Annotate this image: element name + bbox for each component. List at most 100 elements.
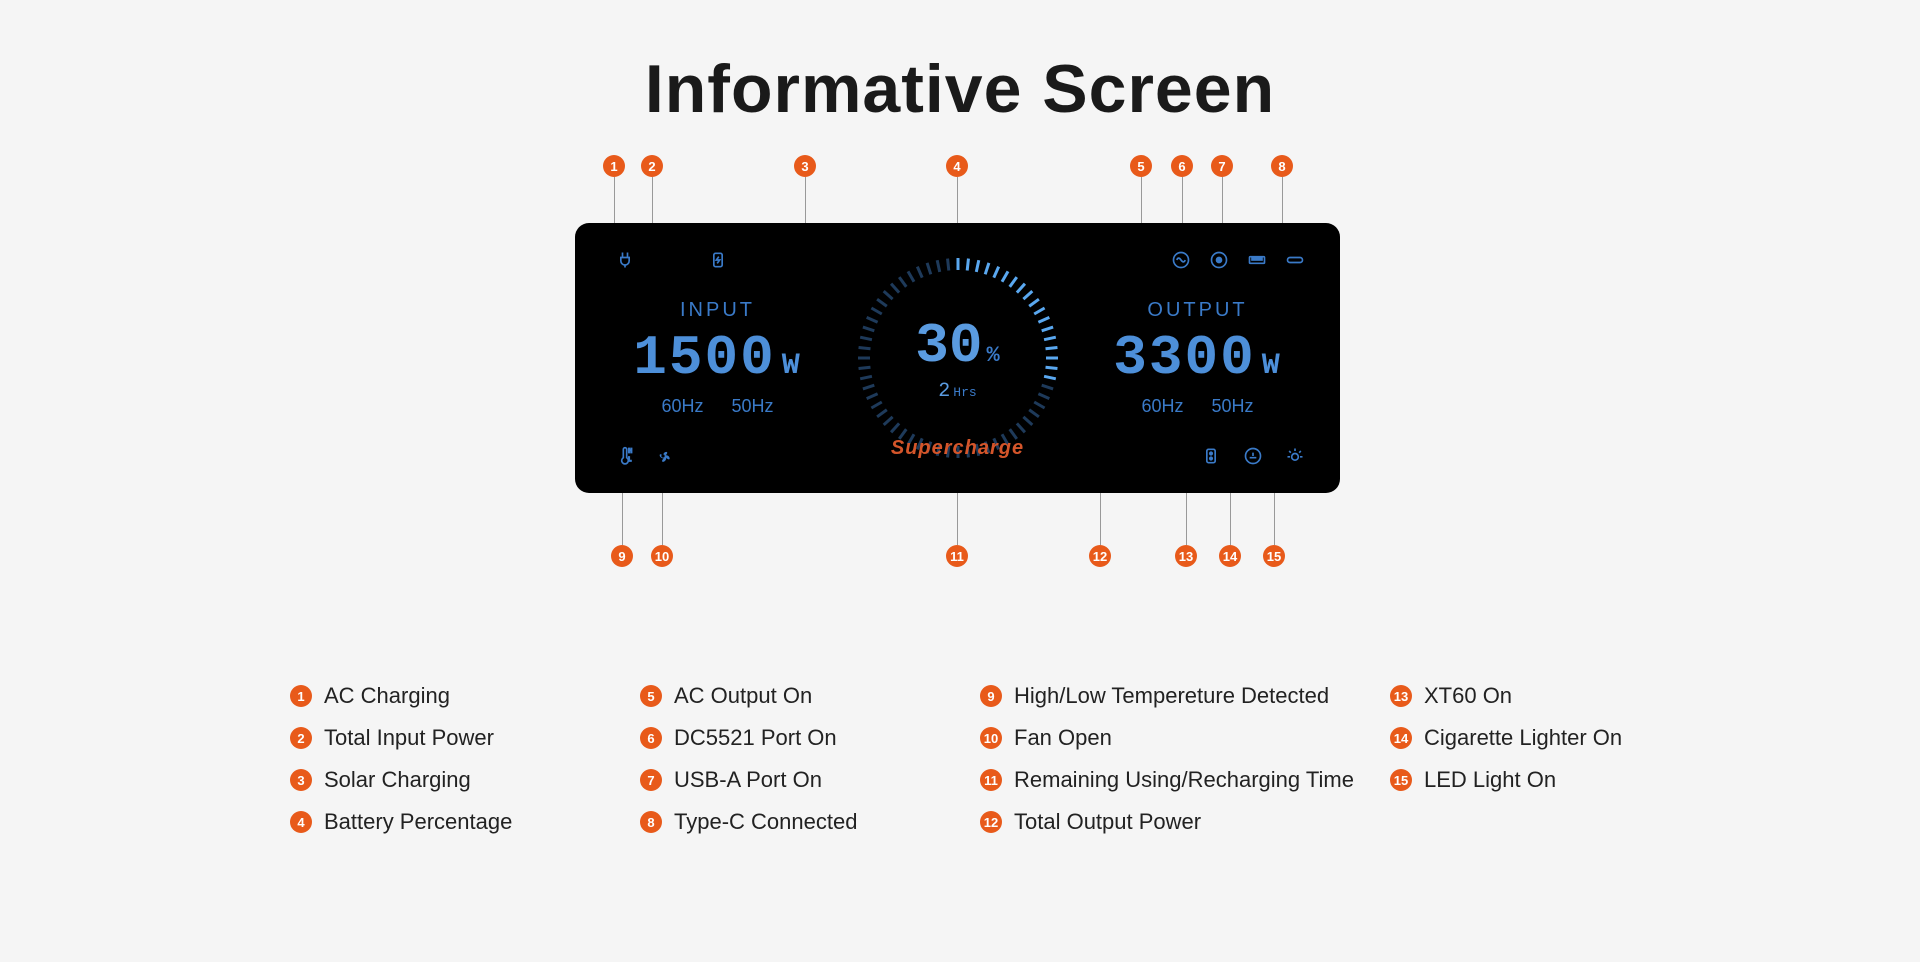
legend-label-1: AC Charging <box>324 683 450 709</box>
led-light-icon <box>1285 446 1305 466</box>
legend-marker-14: 14 <box>1390 727 1412 749</box>
fan-icon <box>653 446 673 466</box>
legend-item-6: 6 DC5521 Port On <box>640 725 950 751</box>
legend-marker-4: 4 <box>290 811 312 833</box>
output-value: 3300W <box>1113 326 1281 390</box>
input-value: 1500W <box>633 326 801 390</box>
marker-2: 2 <box>641 155 663 177</box>
solar-charging-icon <box>708 250 728 270</box>
legend-label-5: AC Output On <box>674 683 812 709</box>
legend-item-15: 15 LED Light On <box>1390 767 1670 793</box>
marker-9: 9 <box>611 545 633 567</box>
callout-7: 7 <box>1211 155 1233 223</box>
legend-label-12: Total Output Power <box>1014 809 1201 835</box>
legend-label-3: Solar Charging <box>324 767 471 793</box>
legend: 1 AC Charging 2 Total Input Power 3 Solar Cha… <box>260 683 1660 835</box>
callout-2: 2 <box>641 155 663 223</box>
svg-text:L: L <box>628 457 631 463</box>
legend-item-3: 3 Solar Charging <box>290 767 610 793</box>
callout-10: 10 <box>651 493 673 567</box>
lcd-screen: INPUT 1500W 60Hz 50Hz HL 30% <box>575 223 1340 493</box>
page-title: Informative Screen <box>180 50 1740 128</box>
ac-charging-icon <box>615 250 635 270</box>
ac-output-icon <box>1171 250 1191 270</box>
legend-item-13: 13 XT60 On <box>1390 683 1670 709</box>
xt60-icon <box>1201 446 1221 466</box>
legend-item-7: 7 USB-A Port On <box>640 767 950 793</box>
marker-11: 11 <box>946 545 968 567</box>
legend-marker-9: 9 <box>980 685 1002 707</box>
callout-1: 1 <box>603 155 625 223</box>
callout-8: 8 <box>1271 155 1293 223</box>
legend-marker-12: 12 <box>980 811 1002 833</box>
legend-marker-13: 13 <box>1390 685 1412 707</box>
legend-label-15: LED Light On <box>1424 767 1556 793</box>
legend-marker-6: 6 <box>640 727 662 749</box>
legend-label-2: Total Input Power <box>324 725 494 751</box>
type-c-icon <box>1285 250 1305 270</box>
svg-text:H: H <box>628 449 632 455</box>
marker-4: 4 <box>946 155 968 177</box>
legend-marker-8: 8 <box>640 811 662 833</box>
legend-label-4: Battery Percentage <box>324 809 512 835</box>
output-freq: 60Hz 50Hz <box>1141 396 1253 417</box>
marker-10: 10 <box>651 545 673 567</box>
legend-marker-11: 11 <box>980 769 1002 791</box>
temperature-icon: HL <box>615 446 635 466</box>
legend-marker-5: 5 <box>640 685 662 707</box>
legend-marker-15: 15 <box>1390 769 1412 791</box>
legend-marker-10: 10 <box>980 727 1002 749</box>
legend-item-12: 12 Total Output Power <box>980 809 1360 835</box>
callout-13: 13 <box>1175 493 1197 567</box>
legend-label-6: DC5521 Port On <box>674 725 837 751</box>
diagram-area: INPUT 1500W 60Hz 50Hz HL 30% <box>460 163 1460 643</box>
legend-item-1: 1 AC Charging <box>290 683 610 709</box>
legend-item-14: 14 Cigarette Lighter On <box>1390 725 1670 751</box>
legend-marker-1: 1 <box>290 685 312 707</box>
marker-14: 14 <box>1219 545 1241 567</box>
callout-9: 9 <box>611 493 633 567</box>
legend-item-10: 10 Fan Open <box>980 725 1360 751</box>
legend-item-2: 2 Total Input Power <box>290 725 610 751</box>
callout-12: 12 <box>1089 493 1111 567</box>
gauge-ticks <box>853 253 1063 463</box>
battery-gauge: 30% 2Hrs <box>853 253 1063 463</box>
marker-13: 13 <box>1175 545 1197 567</box>
legend-item-11: 11 Remaining Using/Recharging Time <box>980 767 1360 793</box>
legend-marker-2: 2 <box>290 727 312 749</box>
legend-marker-7: 7 <box>640 769 662 791</box>
marker-15: 15 <box>1263 545 1285 567</box>
legend-label-10: Fan Open <box>1014 725 1112 751</box>
output-label: OUTPUT <box>1147 299 1247 322</box>
legend-label-8: Type-C Connected <box>674 809 857 835</box>
legend-label-7: USB-A Port On <box>674 767 822 793</box>
input-label: INPUT <box>680 299 755 322</box>
callout-4: 4 <box>946 155 968 223</box>
marker-8: 8 <box>1271 155 1293 177</box>
legend-label-11: Remaining Using/Recharging Time <box>1014 767 1354 793</box>
marker-7: 7 <box>1211 155 1233 177</box>
legend-item-8: 8 Type-C Connected <box>640 809 950 835</box>
marker-12: 12 <box>1089 545 1111 567</box>
callout-3: 3 <box>794 155 816 223</box>
legend-item-9: 9 High/Low Tempereture Detected <box>980 683 1360 709</box>
callout-5: 5 <box>1130 155 1152 223</box>
output-panel: OUTPUT 3300W 60Hz 50Hz <box>1085 248 1310 468</box>
marker-3: 3 <box>794 155 816 177</box>
legend-label-14: Cigarette Lighter On <box>1424 725 1622 751</box>
legend-marker-3: 3 <box>290 769 312 791</box>
legend-label-9: High/Low Tempereture Detected <box>1014 683 1329 709</box>
marker-6: 6 <box>1171 155 1193 177</box>
usb-a-icon <box>1247 250 1267 270</box>
callout-15: 15 <box>1263 493 1285 567</box>
legend-item-5: 5 AC Output On <box>640 683 950 709</box>
callout-11: 11 <box>946 493 968 567</box>
input-panel: INPUT 1500W 60Hz 50Hz HL <box>605 248 830 468</box>
marker-5: 5 <box>1130 155 1152 177</box>
brand-label: Supercharge <box>891 437 1024 460</box>
callout-6: 6 <box>1171 155 1193 223</box>
legend-label-13: XT60 On <box>1424 683 1512 709</box>
center-panel: 30% 2Hrs Supercharge <box>833 248 1083 468</box>
legend-item-4: 4 Battery Percentage <box>290 809 610 835</box>
marker-1: 1 <box>603 155 625 177</box>
